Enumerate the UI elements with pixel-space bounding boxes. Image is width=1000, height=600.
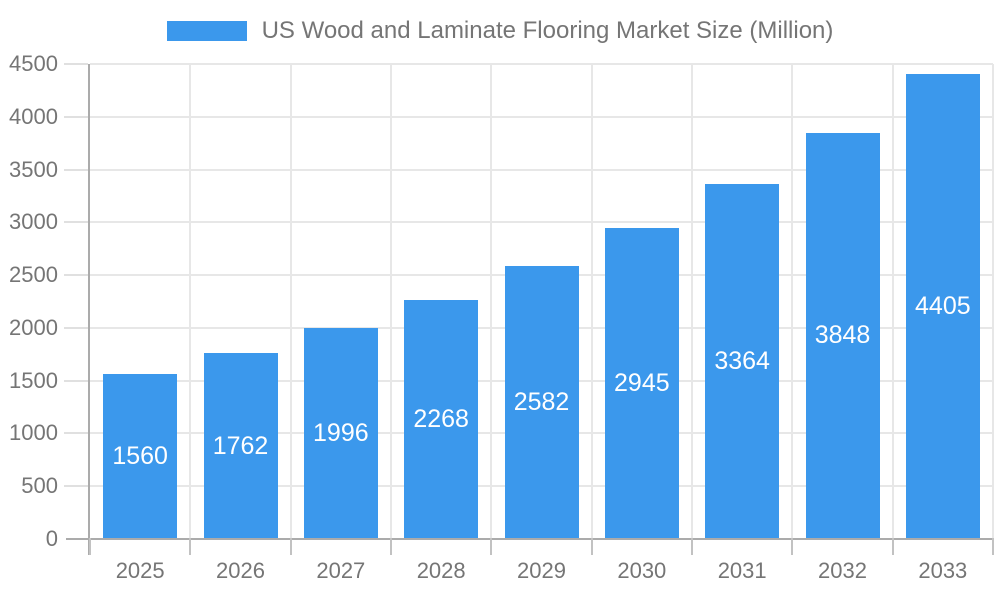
bar: 3364: [705, 183, 780, 539]
x-tick-label: 2032: [818, 558, 867, 583]
y-tick-label: 3000: [9, 209, 58, 235]
bar-value-label: 1762: [212, 431, 269, 460]
gridline-v: [490, 64, 493, 539]
y-tick: [64, 432, 88, 435]
y-tick-label: 1500: [9, 367, 58, 393]
bar-value-label: 2945: [614, 369, 670, 398]
y-tick: [64, 326, 88, 329]
x-tick-label: 2029: [517, 558, 566, 583]
gridline-v: [791, 64, 794, 539]
bar-value-label: 2268: [413, 404, 469, 433]
gridline-h: [90, 168, 993, 171]
gridline-v: [992, 64, 994, 539]
x-tick-label: 2027: [316, 558, 366, 583]
x-tick-label: 2030: [617, 558, 667, 583]
y-tick: [64, 379, 88, 382]
gridline-v: [691, 64, 693, 539]
x-tick: [891, 538, 894, 555]
x-tick-label: 2028: [416, 558, 466, 583]
y-tick-label: 2500: [9, 262, 58, 288]
y-tick-label: 500: [21, 473, 58, 499]
x-axis-line: [66, 538, 993, 540]
bar: 1996: [303, 328, 378, 539]
bar: 1762: [203, 353, 278, 539]
x-tick-label: 2026: [216, 558, 265, 583]
y-tick: [64, 221, 88, 224]
bar: 1560: [103, 374, 178, 539]
y-tick-label: 2000: [9, 314, 58, 340]
bar-value-label: 1996: [313, 419, 369, 448]
x-tick: [791, 538, 794, 555]
legend-label: US Wood and Laminate Flooring Market Siz…: [261, 17, 834, 44]
gridline-v: [289, 64, 292, 539]
bar-value-label: 2582: [513, 388, 570, 417]
gridline-h: [90, 115, 993, 118]
y-tick-label: 4500: [9, 51, 58, 76]
gridline-v: [590, 64, 593, 539]
y-tick-label: 1000: [9, 420, 58, 446]
x-tick: [490, 538, 493, 555]
y-tick: [64, 63, 88, 65]
bar-value-label: 3364: [714, 346, 770, 375]
y-axis-line: [88, 64, 90, 555]
gridline-v: [390, 64, 392, 539]
x-tick: [390, 538, 392, 555]
x-tick-label: 2033: [918, 558, 968, 583]
bar: 4405: [905, 74, 980, 539]
y-tick-label: 3500: [9, 156, 58, 182]
y-tick-label: 4000: [9, 103, 58, 129]
x-tick: [992, 538, 994, 555]
x-tick: [691, 538, 693, 555]
bar: 2945: [604, 228, 679, 539]
x-tick: [89, 538, 91, 555]
y-tick: [64, 115, 88, 118]
x-tick: [590, 538, 593, 555]
legend: US Wood and Laminate Flooring Market Siz…: [0, 16, 1000, 46]
gridline-v: [891, 64, 894, 539]
bar: 2582: [504, 266, 579, 539]
bar: 2268: [404, 299, 479, 539]
gridline-h: [90, 63, 993, 65]
plot-area: 1560 1762 1996 2268 2582 2945 3364 3848 4405: [90, 63, 994, 539]
x-tick-label: 2031: [717, 558, 767, 583]
bar-value-label: 4405: [915, 292, 971, 321]
x-tick: [289, 538, 292, 555]
y-tick-label: 0: [45, 526, 58, 551]
legend-swatch: [166, 21, 247, 41]
y-tick: [64, 485, 88, 488]
x-tick: [189, 538, 192, 555]
y-tick: [64, 274, 88, 277]
bar-value-label: 1560: [112, 442, 168, 471]
bar: 3848: [805, 132, 880, 539]
gridline-v: [189, 64, 192, 539]
x-tick-label: 2025: [115, 558, 165, 583]
bar-value-label: 3848: [814, 321, 871, 350]
y-tick: [64, 168, 88, 171]
gridline-h: [90, 221, 993, 224]
